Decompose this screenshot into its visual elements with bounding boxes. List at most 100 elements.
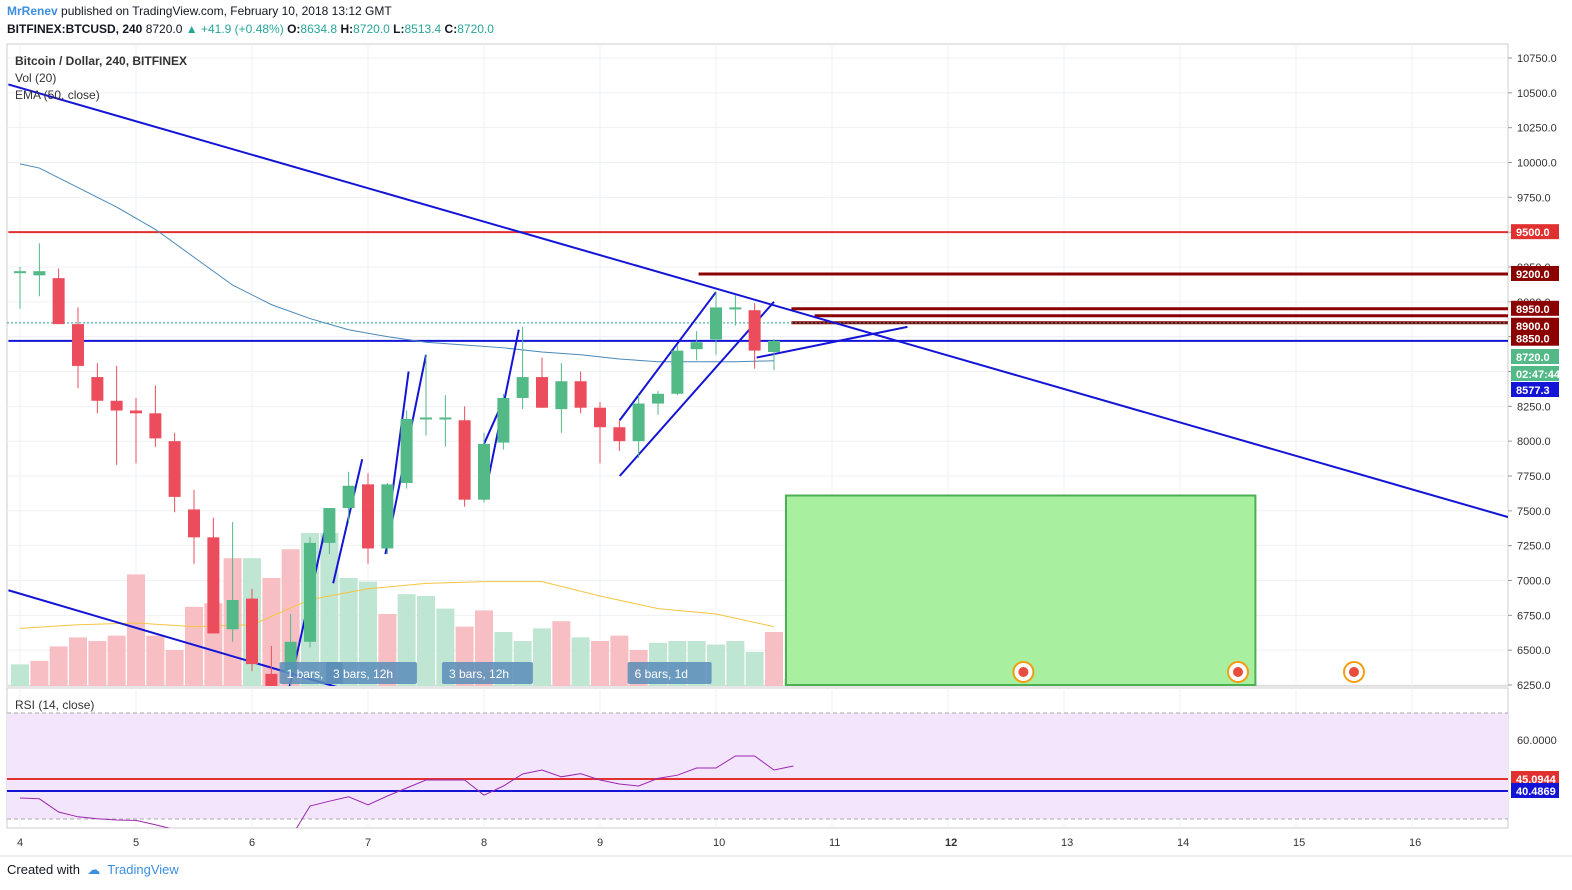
candle-body bbox=[652, 393, 664, 404]
volume-bar bbox=[417, 596, 435, 686]
low-label: L: bbox=[393, 22, 405, 36]
volume-bar bbox=[127, 574, 145, 686]
rsi-band bbox=[7, 713, 1508, 819]
candle-body bbox=[323, 508, 336, 543]
candle-body bbox=[207, 537, 220, 634]
volume-bar bbox=[552, 621, 571, 686]
candle-body bbox=[381, 484, 394, 549]
main-plot-group: 1 bars, 3 bars, 12h 3 bars, 12h 6 bars, 1d bbox=[7, 83, 1508, 686]
tradingview-brand-link[interactable]: TradingView bbox=[107, 862, 179, 877]
candle-body bbox=[52, 278, 65, 325]
price-tag-ema: 8577.3 bbox=[1516, 385, 1550, 397]
candle-body bbox=[362, 484, 374, 549]
channel-line-upper bbox=[618, 291, 717, 421]
candle-body bbox=[555, 381, 568, 410]
volume-bar bbox=[320, 533, 339, 686]
volume-bar bbox=[533, 628, 551, 686]
volume-bar bbox=[726, 641, 745, 686]
bars-range-label-box bbox=[326, 662, 417, 684]
rsi-line bbox=[19, 755, 794, 828]
y-tick-label: 10000.0 bbox=[1517, 158, 1557, 170]
ema-line bbox=[19, 163, 775, 363]
x-tick-label: 5 bbox=[133, 837, 139, 849]
author-link[interactable]: MrRenev bbox=[7, 4, 58, 18]
candle-body bbox=[574, 381, 587, 408]
level-price-tag-box bbox=[1511, 330, 1559, 346]
candle-body bbox=[632, 403, 645, 442]
rsi-level-tag-box bbox=[1511, 783, 1559, 798]
volume-legend: Vol (20) bbox=[15, 71, 57, 85]
open-label: O: bbox=[287, 22, 301, 36]
candle-body bbox=[130, 410, 142, 414]
candle-body bbox=[188, 509, 200, 538]
close-label: C: bbox=[444, 22, 458, 36]
volume-bar bbox=[610, 635, 629, 686]
rsi-level-tag-box bbox=[1511, 771, 1559, 786]
x-tick-label: 8 bbox=[481, 837, 487, 849]
x-tick-label: 14 bbox=[1177, 837, 1189, 849]
candle-body bbox=[168, 441, 181, 497]
y-tick-label: 8250.0 bbox=[1517, 401, 1551, 413]
candle-body bbox=[14, 271, 26, 274]
level-price-tag: 9200.0 bbox=[1516, 269, 1550, 281]
up-arrow-icon: ▲ bbox=[185, 22, 198, 36]
candle-body bbox=[439, 417, 452, 420]
bars-range-label-box bbox=[442, 662, 533, 684]
y-tick-label: 6500.0 bbox=[1517, 645, 1551, 657]
volume-bar bbox=[146, 635, 165, 686]
x-tick-label: 4 bbox=[17, 837, 23, 849]
candle-body bbox=[536, 377, 548, 408]
last-price: 8720.0 bbox=[145, 22, 183, 36]
high-value: 8720.0 bbox=[353, 22, 390, 36]
chart-title: Bitcoin / Dollar, 240, BITFINEX bbox=[15, 54, 188, 68]
created-with-text: Created with bbox=[7, 862, 80, 877]
price-tag-last-box bbox=[1511, 349, 1559, 364]
y-tick-label: 10750.0 bbox=[1517, 53, 1557, 65]
tradingview-logo-icon: ☁ bbox=[83, 862, 104, 877]
x-tick-label: 11 bbox=[829, 837, 840, 849]
x-tick-label: 12 bbox=[945, 837, 957, 849]
y-tick-label: 6250.0 bbox=[1517, 680, 1551, 692]
candle-body bbox=[226, 600, 239, 630]
open-value: 8634.8 bbox=[300, 22, 338, 36]
level-price-tag-box bbox=[1511, 265, 1559, 281]
candle-body bbox=[768, 340, 780, 352]
volume-bar bbox=[11, 664, 29, 686]
rsi-plot-group bbox=[7, 712, 1508, 828]
publish-info: MrRenev published on TradingView.com, Fe… bbox=[7, 4, 392, 18]
rsi-legend: RSI (14, close) bbox=[15, 698, 95, 712]
y-tick-label: 7000.0 bbox=[1517, 576, 1551, 588]
level-price-tag: 8950.0 bbox=[1516, 304, 1550, 316]
candle-body bbox=[729, 307, 742, 310]
candle-body bbox=[33, 271, 46, 276]
channel-line-lower bbox=[618, 301, 775, 477]
volume-bar bbox=[765, 632, 783, 686]
level-price-tag: 9500.0 bbox=[1516, 227, 1550, 239]
symbol-header: BITFINEX:BTCUSD, 240 8720.0 ▲ +41.9 (+0.… bbox=[7, 22, 494, 36]
footer: Created with ☁ TradingView bbox=[7, 862, 179, 878]
candle-body bbox=[149, 413, 162, 439]
x-tick-label: 10 bbox=[713, 837, 725, 849]
close-value: 8720.0 bbox=[457, 22, 494, 36]
y-tick-label: 9750.0 bbox=[1517, 192, 1551, 204]
price-tag-timer-box bbox=[1511, 366, 1559, 381]
level-price-tag: 8850.0 bbox=[1516, 334, 1550, 346]
candle-body bbox=[400, 418, 413, 483]
volume-bar bbox=[107, 635, 126, 686]
candle-body bbox=[304, 542, 316, 642]
volume-bar bbox=[262, 578, 281, 686]
bars-range-label: 6 bars, 1d bbox=[635, 667, 688, 681]
volume-ma-line bbox=[19, 581, 775, 629]
flag-dot-icon bbox=[1233, 667, 1243, 677]
downtrend-line-upper bbox=[8, 83, 1508, 519]
target-box bbox=[785, 494, 1257, 686]
volume-bar bbox=[571, 637, 590, 686]
volume-bar bbox=[88, 641, 107, 686]
candle-body bbox=[710, 307, 722, 340]
volume-bar bbox=[591, 641, 609, 686]
x-tick-label: 15 bbox=[1293, 837, 1305, 849]
price-tag-ema-box bbox=[1511, 382, 1559, 397]
y-tick-label: 10500.0 bbox=[1517, 88, 1557, 100]
high-label: H: bbox=[340, 22, 354, 36]
